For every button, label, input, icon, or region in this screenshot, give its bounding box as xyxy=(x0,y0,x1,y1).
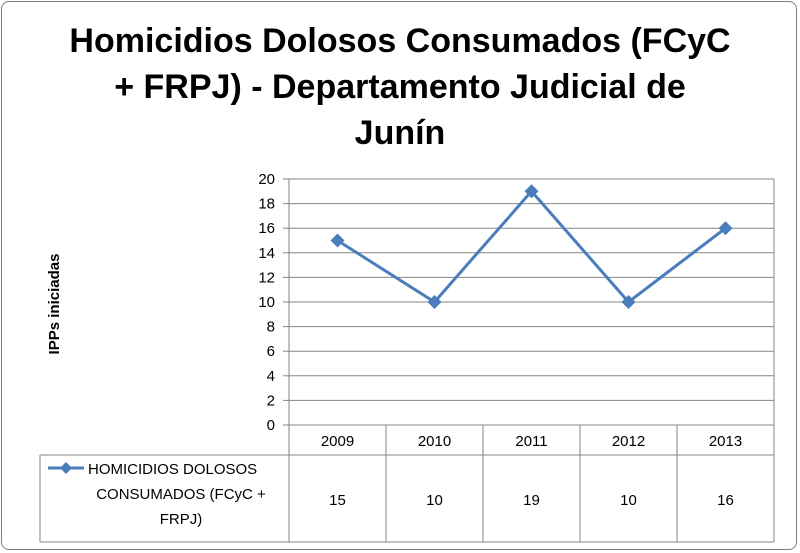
y-tick-label: 16 xyxy=(258,220,275,237)
y-tick-label: 8 xyxy=(267,319,275,336)
table-value: 16 xyxy=(717,492,734,509)
legend-label-line: CONSUMADOS (FCyC + xyxy=(96,486,266,503)
chart-title-line-3: Junín xyxy=(354,114,446,152)
x-tick-label: 2011 xyxy=(515,433,547,450)
table-value: 15 xyxy=(329,492,346,509)
x-tick-label: 2010 xyxy=(418,433,451,450)
x-tick-label: 2009 xyxy=(321,433,354,450)
data-point-marker xyxy=(330,233,345,248)
y-tick-label: 18 xyxy=(258,196,275,213)
data-point-marker xyxy=(524,184,539,199)
data-point-marker xyxy=(718,221,733,236)
legend-label-line: FRPJ) xyxy=(160,511,203,528)
chart-title-line-2: + FRPJ) - Departamento Judicial de xyxy=(114,68,686,106)
table-value: 19 xyxy=(523,492,540,509)
data-point-marker xyxy=(621,295,636,309)
y-tick-label: 2 xyxy=(267,392,275,409)
y-tick-label: 10 xyxy=(258,294,275,311)
y-tick-label: 4 xyxy=(267,368,275,385)
series-line xyxy=(336,189,727,304)
data-point-marker xyxy=(427,295,442,309)
legend-label-line: HOMICIDIOS DOLOSOS xyxy=(88,461,257,478)
chart-title-line-1: Homicidios Dolosos Consumados (FCyC xyxy=(69,22,731,60)
y-tick-label: 20 xyxy=(258,171,275,188)
legend-marker xyxy=(60,462,72,474)
chart-title: Homicidios Dolosos Consumados (FCyC + FR… xyxy=(60,18,740,156)
table-value: 10 xyxy=(426,492,443,509)
x-tick-label: 2012 xyxy=(612,433,645,450)
y-tick-label: 12 xyxy=(258,269,275,286)
table-value: 10 xyxy=(620,492,637,509)
x-tick-label: 2013 xyxy=(709,433,742,450)
y-tick-label: 14 xyxy=(258,245,275,262)
y-tick-label: 0 xyxy=(267,417,275,434)
y-tick-label: 6 xyxy=(267,343,275,360)
